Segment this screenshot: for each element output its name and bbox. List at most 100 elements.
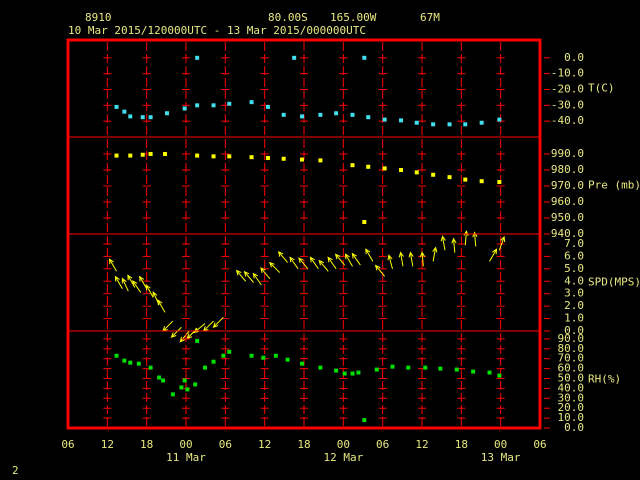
panel-label: T(C) xyxy=(588,82,615,95)
data-point xyxy=(399,118,404,123)
data-point xyxy=(128,114,133,119)
data-point xyxy=(170,392,175,397)
data-point xyxy=(227,349,232,354)
wind-arrow xyxy=(298,257,309,270)
data-point xyxy=(179,385,184,390)
data-point xyxy=(227,154,232,159)
wind-arrow xyxy=(309,256,319,270)
data-point xyxy=(382,166,387,171)
data-point xyxy=(356,370,361,375)
data-point xyxy=(164,111,169,116)
wind-arrow xyxy=(365,248,374,262)
x-tick-label: 12 xyxy=(101,438,114,451)
data-point xyxy=(318,158,323,163)
y-tick-label: 3.0 xyxy=(564,287,584,300)
y-tick-label: 970.0 xyxy=(551,179,584,192)
data-point xyxy=(366,164,371,169)
data-point xyxy=(185,387,190,392)
data-point xyxy=(114,153,119,158)
wind-arrow xyxy=(432,246,438,262)
data-point xyxy=(350,163,355,168)
data-point xyxy=(211,359,216,364)
data-point xyxy=(122,109,127,114)
data-point xyxy=(249,353,254,358)
wind-arrow xyxy=(170,326,182,338)
data-point xyxy=(300,114,305,119)
wind-arrow xyxy=(114,275,123,289)
date-label: 11 Mar xyxy=(166,451,206,464)
wind-arrow xyxy=(398,251,404,267)
y-tick-label: 2.0 xyxy=(564,299,584,312)
y-tick-label: 20.0 xyxy=(558,401,585,414)
y-tick-label: 990.0 xyxy=(551,147,584,160)
data-point xyxy=(148,151,153,156)
data-point xyxy=(281,156,286,161)
y-tick-label: 40.0 xyxy=(558,381,585,394)
data-point xyxy=(193,382,198,387)
wind-arrow xyxy=(260,267,271,280)
data-point xyxy=(195,103,200,108)
y-tick-label: 950.0 xyxy=(551,211,584,224)
data-point xyxy=(182,378,187,383)
data-point xyxy=(399,167,404,172)
data-point xyxy=(140,115,145,120)
station-id: 8910 xyxy=(85,11,112,24)
data-point xyxy=(195,153,200,158)
data-point xyxy=(285,357,290,362)
wind-arrow xyxy=(277,250,288,263)
data-point xyxy=(431,122,436,127)
x-tick-label: 06 xyxy=(61,438,74,451)
data-point xyxy=(497,179,502,184)
data-point xyxy=(148,115,153,120)
y-tick-label: 5.0 xyxy=(564,262,584,275)
elevation: 67M xyxy=(420,11,440,24)
y-tick-label: -40.0 xyxy=(551,114,584,127)
x-tick-label: 18 xyxy=(455,438,468,451)
data-point xyxy=(463,177,468,182)
wind-arrow xyxy=(289,256,299,270)
data-point xyxy=(497,373,502,378)
wind-arrow xyxy=(451,237,457,253)
data-point xyxy=(300,361,305,366)
data-point xyxy=(406,365,411,370)
y-tick-label: 60.0 xyxy=(558,362,585,375)
page-number: 2 xyxy=(12,464,19,477)
data-point xyxy=(140,152,145,157)
data-point xyxy=(182,106,187,111)
y-tick-label: 0.0 xyxy=(564,51,584,64)
data-point xyxy=(431,172,436,177)
data-point xyxy=(265,155,270,160)
wind-arrow xyxy=(318,259,329,272)
data-point xyxy=(249,100,254,105)
y-tick-label: 50.0 xyxy=(558,372,585,385)
data-point xyxy=(300,157,305,162)
data-point xyxy=(463,122,468,127)
panel-label: RH(%) xyxy=(588,373,621,386)
data-point xyxy=(447,175,452,180)
wind-arrow xyxy=(327,256,337,270)
wind-arrow xyxy=(269,261,281,273)
y-tick-label: -20.0 xyxy=(551,82,584,95)
x-tick-label: 06 xyxy=(533,438,546,451)
data-point xyxy=(163,151,168,156)
data-point xyxy=(382,117,387,122)
frame xyxy=(66,38,542,430)
longitude: 165.00W xyxy=(330,11,377,24)
wind-arrow xyxy=(387,254,393,269)
wind-arrow xyxy=(472,231,478,247)
y-tick-label: 6.0 xyxy=(564,249,584,262)
wind-arrow xyxy=(145,284,154,298)
y-tick-label: 0.0 xyxy=(564,421,584,434)
x-tick-label: 12 xyxy=(415,438,428,451)
data-point xyxy=(292,55,297,60)
data-point xyxy=(211,154,216,159)
wind-arrow xyxy=(132,280,142,293)
data-point xyxy=(261,355,266,360)
y-tick-label: 1.0 xyxy=(564,312,584,325)
y-tick-label: 70.0 xyxy=(558,352,585,365)
wind-arrow xyxy=(157,299,166,313)
data-point xyxy=(128,153,133,158)
data-point xyxy=(128,360,133,365)
